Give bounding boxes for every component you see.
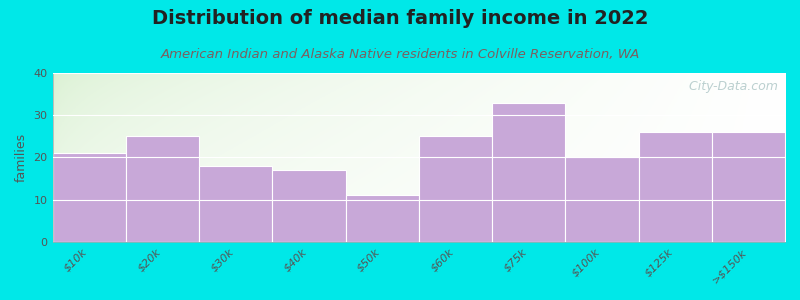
Text: American Indian and Alaska Native residents in Colville Reservation, WA: American Indian and Alaska Native reside… [160,48,640,61]
Y-axis label: families: families [15,133,28,182]
Bar [638,132,712,242]
Bar [566,157,638,242]
Bar [272,170,346,242]
Bar [126,136,199,242]
Bar [712,132,785,242]
Bar [346,195,418,242]
Bar [492,103,566,242]
Text: City-Data.com: City-Data.com [681,80,778,93]
Text: Distribution of median family income in 2022: Distribution of median family income in … [152,9,648,28]
Bar [199,166,272,242]
Bar [418,136,492,242]
Bar [53,153,126,242]
